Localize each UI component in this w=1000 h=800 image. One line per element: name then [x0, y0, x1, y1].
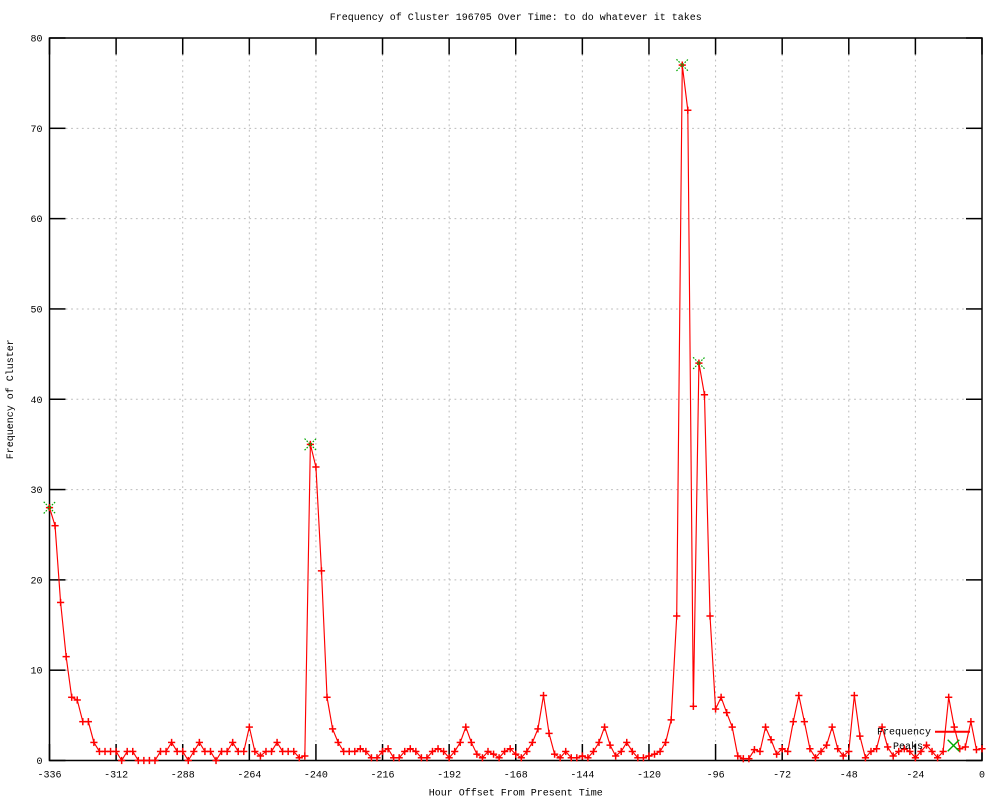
- svg-text:-168: -168: [504, 771, 528, 782]
- svg-text:-336: -336: [37, 771, 61, 782]
- svg-text:-192: -192: [437, 771, 461, 782]
- svg-text:-24: -24: [906, 771, 924, 782]
- svg-text:70: 70: [30, 125, 42, 136]
- svg-text:-144: -144: [570, 771, 594, 782]
- svg-text:-288: -288: [171, 771, 195, 782]
- svg-text:Frequency of Cluster: Frequency of Cluster: [5, 339, 17, 459]
- svg-text:10: 10: [30, 667, 42, 678]
- svg-text:-240: -240: [304, 771, 328, 782]
- svg-text:60: 60: [30, 215, 42, 226]
- svg-text:-312: -312: [104, 771, 128, 782]
- svg-text:-120: -120: [637, 771, 661, 782]
- svg-text:-72: -72: [773, 771, 791, 782]
- svg-text:Frequency: Frequency: [877, 728, 931, 739]
- svg-text:Peaks: Peaks: [893, 741, 923, 753]
- svg-text:50: 50: [30, 305, 42, 316]
- svg-text:0: 0: [979, 771, 985, 782]
- svg-text:Frequency of Cluster 196705 Ov: Frequency of Cluster 196705 Over Time: t…: [330, 12, 702, 24]
- svg-text:80: 80: [30, 35, 42, 46]
- svg-text:-216: -216: [371, 771, 395, 782]
- svg-text:0: 0: [36, 757, 42, 768]
- svg-text:-48: -48: [840, 771, 858, 782]
- svg-text:20: 20: [30, 576, 42, 587]
- svg-text:-96: -96: [707, 771, 725, 782]
- svg-text:30: 30: [30, 486, 42, 497]
- svg-text:40: 40: [30, 396, 42, 407]
- svg-text:-264: -264: [237, 771, 261, 782]
- svg-text:Hour Offset From Present Time: Hour Offset From Present Time: [429, 788, 603, 800]
